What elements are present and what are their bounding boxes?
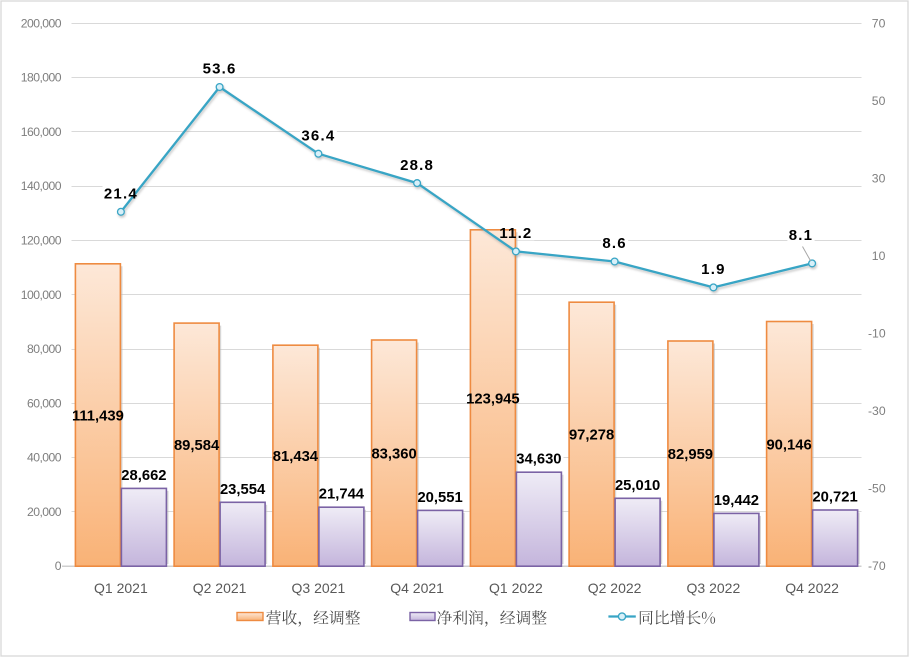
svg-text:200,000: 200,000 (21, 16, 62, 30)
svg-text:28,662: 28,662 (121, 468, 166, 484)
svg-text:1.9: 1.9 (701, 261, 725, 278)
svg-text:80,000: 80,000 (27, 342, 62, 356)
svg-text:123,945: 123,945 (466, 392, 520, 408)
svg-text:36.4: 36.4 (301, 127, 335, 144)
svg-text:53.6: 53.6 (203, 61, 237, 78)
svg-text:21,744: 21,744 (319, 487, 365, 503)
svg-text:21.4: 21.4 (104, 186, 138, 203)
svg-text:Q4 2022: Q4 2022 (785, 580, 839, 596)
svg-text:Q3 2022: Q3 2022 (687, 580, 741, 596)
svg-text:100,000: 100,000 (21, 288, 62, 302)
svg-text:Q4 2021: Q4 2021 (390, 580, 444, 596)
svg-text:11.2: 11.2 (499, 225, 532, 242)
svg-text:-10: -10 (868, 327, 886, 341)
svg-text:25,010: 25,010 (615, 478, 660, 494)
svg-text:19,442: 19,442 (714, 493, 759, 509)
svg-text:0: 0 (55, 559, 62, 573)
svg-text:10: 10 (872, 249, 886, 263)
svg-text:82,959: 82,959 (668, 447, 713, 463)
svg-text:20,721: 20,721 (812, 490, 857, 506)
svg-text:50: 50 (872, 94, 886, 108)
svg-text:Q1 2021: Q1 2021 (94, 580, 148, 596)
svg-text:70: 70 (872, 16, 886, 30)
svg-text:Q2 2021: Q2 2021 (193, 580, 247, 596)
svg-text:180,000: 180,000 (21, 71, 62, 85)
svg-text:30: 30 (872, 172, 886, 186)
svg-text:90,146: 90,146 (766, 437, 811, 453)
svg-text:20,551: 20,551 (417, 490, 462, 506)
svg-text:60,000: 60,000 (27, 396, 62, 410)
svg-text:28.8: 28.8 (400, 157, 434, 174)
svg-text:20,000: 20,000 (27, 505, 62, 519)
svg-text:111,439: 111,439 (72, 409, 124, 425)
svg-text:40,000: 40,000 (27, 451, 62, 465)
svg-text:-30: -30 (868, 404, 886, 418)
svg-text:34,630: 34,630 (516, 452, 561, 468)
svg-text:83,360: 83,360 (371, 447, 416, 463)
svg-text:8.6: 8.6 (602, 235, 626, 252)
svg-text:8.1: 8.1 (789, 227, 813, 244)
svg-text:23,554: 23,554 (220, 482, 266, 498)
svg-text:81,434: 81,434 (273, 449, 319, 465)
svg-text:140,000: 140,000 (21, 179, 62, 193)
svg-text:160,000: 160,000 (21, 125, 62, 139)
svg-text:120,000: 120,000 (21, 234, 62, 248)
svg-text:97,278: 97,278 (569, 428, 614, 444)
svg-text:89,584: 89,584 (174, 438, 220, 454)
svg-text:-50: -50 (868, 482, 886, 496)
svg-text:Q1 2022: Q1 2022 (489, 580, 543, 596)
svg-text:Q2 2022: Q2 2022 (588, 580, 642, 596)
svg-text:-70: -70 (868, 559, 886, 573)
svg-text:Q3 2021: Q3 2021 (292, 580, 346, 596)
